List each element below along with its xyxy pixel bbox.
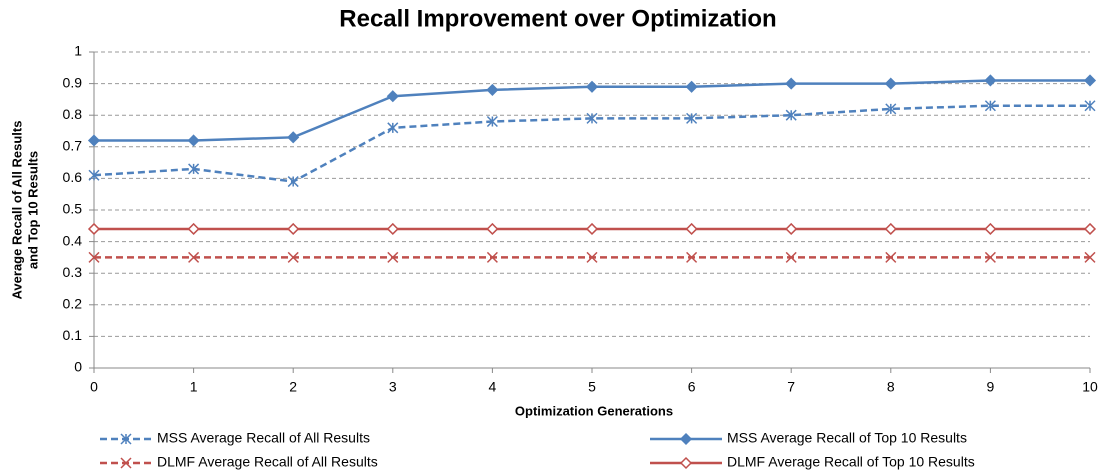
point [287,222,300,236]
point [785,251,797,263]
legend-label: MSS Average Recall of All Results [157,430,370,446]
point [486,115,498,128]
y-tick-label: 0.4 [63,232,83,248]
legend-label: DLMF Average Recall of All Results [157,454,378,470]
point [586,112,598,124]
point [386,90,399,103]
chart-title: Recall Improvement over Optimization [339,5,776,32]
point [685,222,698,236]
x-tick-label: 10 [1082,379,1098,395]
point [486,83,499,96]
x-tick-label: 1 [190,379,198,395]
point [885,251,897,263]
point [686,251,698,263]
point [187,222,200,236]
x-tick-label: 3 [389,379,397,395]
legend-label: MSS Average Recall of Top 10 Results [727,430,967,446]
legend-label: DLMF Average Recall of Top 10 Results [727,454,975,470]
point [88,169,100,181]
legend-marker [120,457,132,469]
point [785,222,798,236]
y-tick-label: 0.6 [63,169,83,185]
y-tick-label: 1 [74,43,82,59]
point [88,251,100,263]
point [87,134,101,147]
y-tick-label: 0.9 [63,74,83,90]
x-tick-label: 2 [289,379,297,395]
point [287,176,299,188]
point [1083,74,1097,87]
point [387,122,399,134]
point [984,74,997,87]
point [486,222,499,236]
point [287,131,300,144]
point [188,251,200,263]
point [1083,222,1097,236]
point [287,251,299,263]
point [884,77,897,90]
point [885,103,897,115]
point [386,222,399,236]
point [984,222,997,236]
x-tick-label: 8 [887,379,895,395]
point [486,251,498,263]
y-tick-label: 0.1 [63,327,83,343]
y-tick-label: 0.3 [63,264,83,280]
y-tick-label: 0.2 [63,296,83,312]
point [585,80,599,93]
legend-marker [679,456,693,470]
point [387,251,399,263]
point [685,80,698,93]
x-tick-label: 9 [987,379,995,395]
point [1084,251,1096,263]
point [884,222,897,236]
legend-marker [120,433,132,445]
y-axis-label: and Top 10 Results [25,151,40,269]
x-tick-label: 7 [787,379,795,395]
y-axis-label: Average Recall of All Results [9,121,24,300]
point [585,222,599,236]
point [187,134,200,147]
point [188,163,200,175]
y-tick-label: 0 [74,359,82,375]
y-tick-label: 0.5 [63,201,83,217]
x-tick-label: 5 [588,379,596,395]
x-tick-label: 0 [90,379,98,395]
x-axis-label: Optimization Generations [515,403,673,418]
point [785,77,798,90]
point [87,222,101,236]
point [785,109,797,121]
point [984,251,996,263]
y-tick-label: 0.7 [63,138,83,154]
legend-marker [679,432,693,446]
x-tick-label: 6 [688,379,696,395]
point [984,100,996,112]
point [686,112,698,124]
point [1084,100,1096,112]
x-tick-label: 4 [489,379,497,395]
point [586,251,598,263]
y-tick-label: 0.8 [63,106,83,122]
